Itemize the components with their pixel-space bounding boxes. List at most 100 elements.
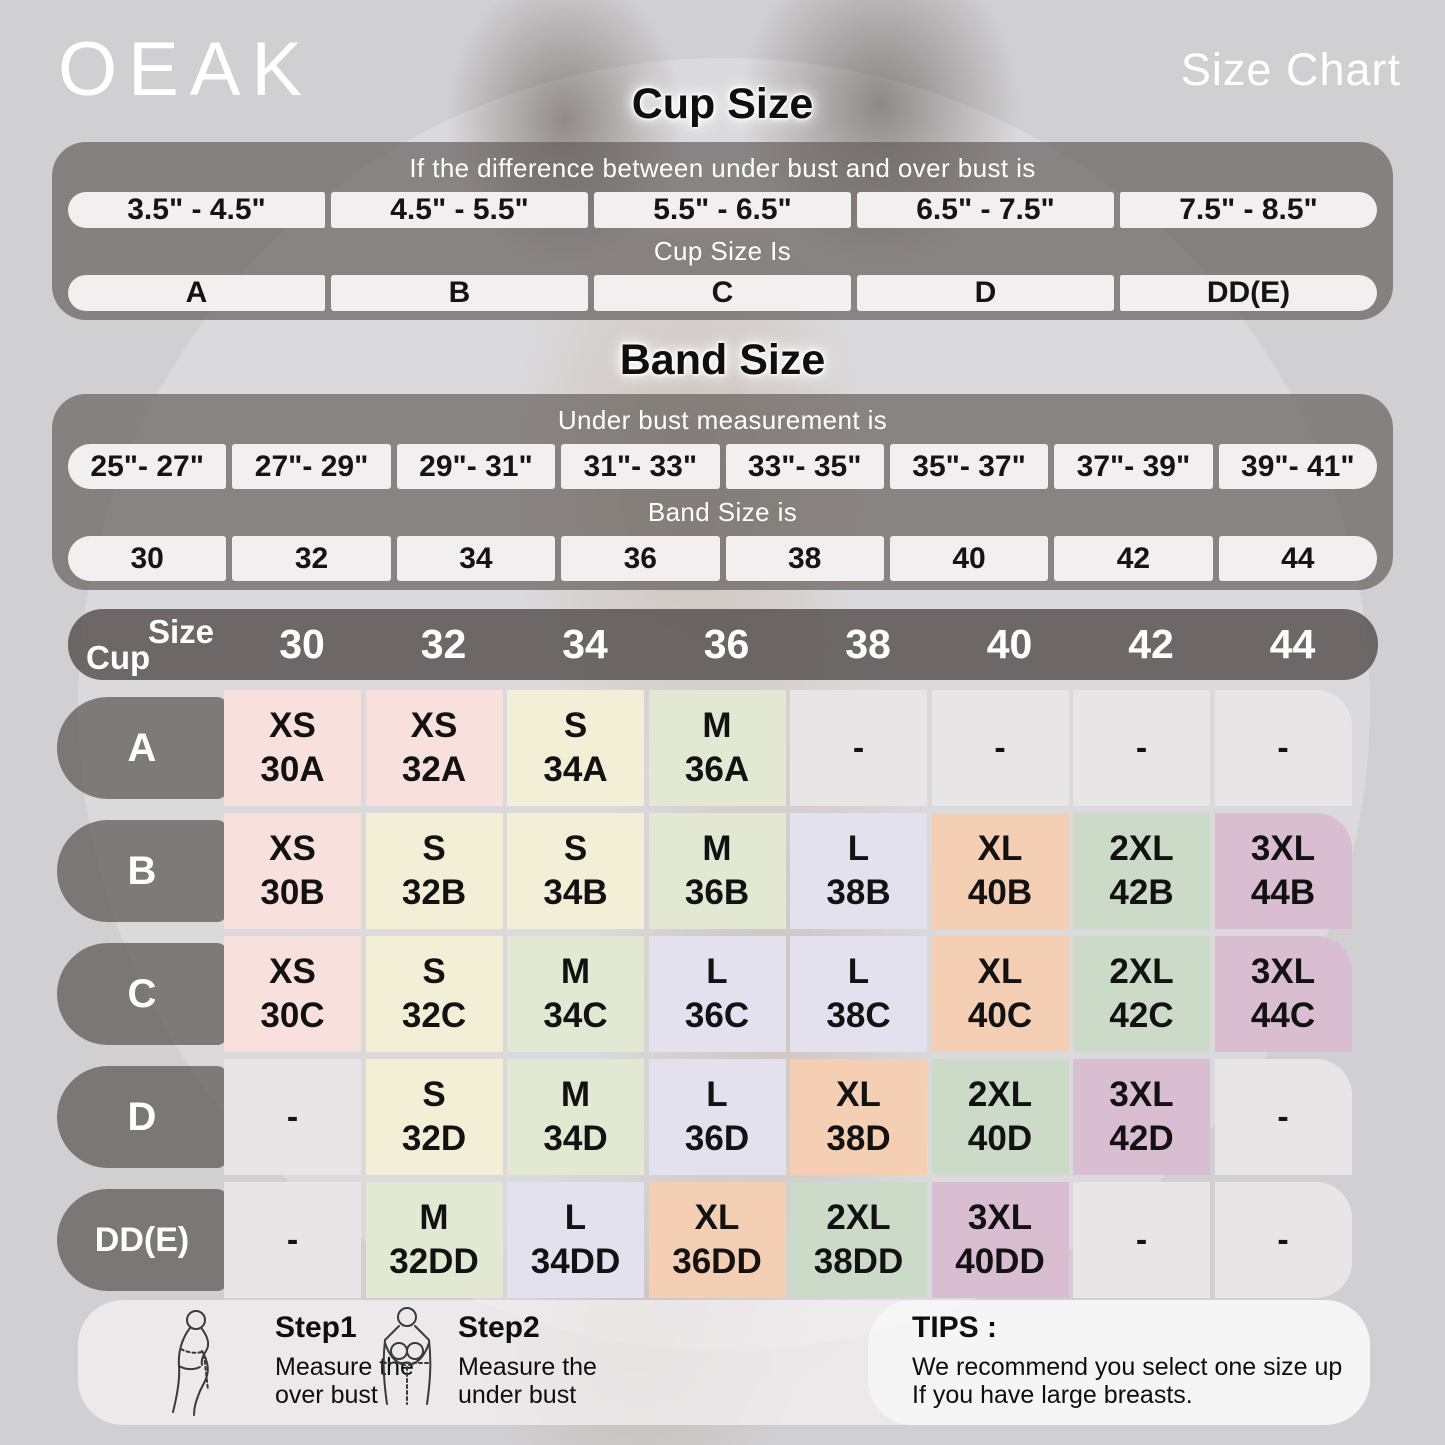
cell-code-label: 40B — [967, 873, 1033, 912]
matrix-row-label-c: C — [57, 943, 227, 1045]
band-range-cell: 39"- 41" — [1218, 444, 1377, 489]
matrix-cell: S 32B — [365, 813, 503, 929]
cell-code-label: 32D — [401, 1119, 467, 1158]
cell-empty-dash: - — [1135, 1221, 1148, 1259]
cell-size-label: S — [563, 706, 588, 745]
matrix-row-label-d: D — [57, 1066, 227, 1168]
cell-empty-dash: - — [1135, 729, 1148, 767]
corner-label-size: Size — [148, 613, 215, 650]
cell-code-label: 40D — [967, 1119, 1033, 1158]
cell-size-label: L — [564, 1198, 587, 1237]
cell-size-label: XL — [694, 1198, 740, 1237]
matrix-cell: - — [224, 1059, 361, 1175]
matrix-column-header: 42 — [1128, 621, 1174, 667]
matrix-cell: XL 38D — [790, 1059, 927, 1175]
matrix-cell: L 38B — [790, 813, 927, 929]
cell-empty-dash: - — [286, 1098, 299, 1136]
step1-description-line2: over bust — [275, 1381, 378, 1409]
cell-code-label: 36DD — [672, 1242, 762, 1281]
cup-size-heading: Cup Size — [631, 80, 814, 128]
matrix-cell: - — [1214, 1059, 1352, 1175]
matrix-row-label-b: B — [57, 820, 227, 922]
cup-condition-label: If the difference between under bust and… — [409, 153, 1036, 183]
band-range-cell: 25"- 27" — [68, 444, 227, 489]
matrix-cell: S 32C — [365, 936, 503, 1052]
cell-size-label: M — [702, 829, 732, 868]
cell-size-label: 3XL — [1250, 829, 1316, 868]
matrix-row-label-a: A — [57, 697, 227, 799]
cell-code-label: 30A — [260, 750, 325, 789]
cell-size-label: XS — [410, 706, 458, 745]
matrix-cell: - — [1214, 1182, 1352, 1298]
cup-value-cell: D — [857, 275, 1114, 311]
matrix-cell: M 36B — [648, 813, 786, 929]
matrix-cell: XS 32A — [365, 690, 503, 806]
matrix-cell: S 34B — [507, 813, 644, 929]
cup-value-cell: A — [68, 275, 325, 311]
cell-code-label: 36A — [684, 750, 750, 789]
cup-value-cell: B — [331, 275, 588, 311]
cell-empty-dash: - — [286, 1221, 299, 1259]
cell-code-label: 38DD — [813, 1242, 904, 1281]
cell-code-label: 34D — [543, 1119, 608, 1158]
cell-code-label: 38B — [826, 873, 891, 912]
cell-size-label: XS — [269, 829, 316, 868]
cell-code-label: 42C — [1109, 996, 1174, 1035]
cell-code-label: 34A — [543, 750, 608, 789]
cell-size-label: M — [560, 952, 591, 991]
matrix-column-header: 30 — [279, 621, 325, 667]
band-range-cell: 27"- 29" — [232, 444, 391, 489]
page-title: Size Chart — [1180, 44, 1401, 95]
matrix-column-header: 40 — [986, 621, 1033, 667]
cell-size-label: XS — [269, 706, 316, 745]
tips-block: TIPS : We recommend you select one size … — [912, 1311, 1342, 1409]
matrix-header: Size Cup 30 32 34 36 38 40 42 44 — [68, 609, 1378, 680]
cup-range-row: 3.5" - 4.5" 4.5" - 5.5" 5.5" - 6.5" 6.5" - … — [68, 192, 1377, 228]
cell-size-label: L — [706, 1075, 728, 1114]
cup-range-cell: 7.5" - 8.5" — [1120, 192, 1377, 228]
cup-value-cell: C — [594, 275, 851, 311]
matrix-cell: 3XL 44C — [1214, 936, 1352, 1052]
matrix-column-header: 32 — [420, 621, 467, 667]
step2-figure-icon — [382, 1307, 432, 1405]
matrix-cell: - — [931, 690, 1069, 806]
cell-size-label: XL — [836, 1075, 881, 1114]
cell-code-label: 40C — [967, 996, 1033, 1035]
cell-code-label: 42B — [1109, 873, 1174, 912]
cell-size-label: M — [419, 1198, 449, 1237]
cup-result-label: Cup Size Is — [653, 236, 792, 266]
cell-size-label: L — [847, 829, 870, 868]
cell-size-label: 3XL — [1250, 952, 1316, 991]
band-range-row: 25"- 27" 27"- 29" 29"- 31" 31"- 33" 33"- 35"… — [68, 444, 1377, 489]
tips-line1: We recommend you select one size up — [912, 1353, 1343, 1381]
band-range-cell: 29"- 31" — [396, 444, 556, 489]
matrix-cell: M 34D — [507, 1059, 644, 1175]
matrix-cell: L 36D — [648, 1059, 786, 1175]
cell-code-label: 38D — [826, 1119, 891, 1158]
matrix-column-header: 44 — [1269, 621, 1316, 667]
cell-empty-dash: - — [994, 729, 1006, 767]
cell-code-label: 34C — [543, 996, 608, 1035]
tips-highlight-box — [868, 1300, 1370, 1425]
matrix-cell: 3XL 44B — [1214, 813, 1352, 929]
band-value-cell: 42 — [1054, 536, 1213, 581]
matrix-cell: XL 40C — [931, 936, 1069, 1052]
cell-empty-dash: - — [1277, 1098, 1289, 1136]
measuring-guide-bar: Step1 Measure the over bust Step2 Measur… — [78, 1300, 1370, 1425]
cell-code-label: 32B — [401, 873, 467, 912]
step1-description-line1: Measure the — [275, 1353, 414, 1381]
band-size-panel: Under bust measurement is 25"- 27" 27"- 2… — [52, 394, 1393, 590]
cell-size-label: L — [706, 952, 728, 991]
matrix-cell: 2XL 42B — [1073, 813, 1210, 929]
band-value-cell: 40 — [889, 536, 1049, 581]
matrix-cell: 3XL 40DD — [931, 1182, 1069, 1298]
matrix-cell: XS 30A — [224, 690, 361, 806]
matrix-cell: M 34C — [507, 936, 644, 1052]
cup-size-panel: If the difference between under bust and… — [52, 142, 1393, 320]
cell-empty-dash: - — [1277, 1221, 1289, 1259]
cell-code-label: 32A — [401, 750, 467, 789]
cup-value-row: A B C D DD(E) — [68, 275, 1377, 311]
matrix-cell: L 36C — [648, 936, 786, 1052]
tips-title: TIPS : — [912, 1311, 998, 1344]
matrix-cell: - — [1073, 1182, 1210, 1298]
